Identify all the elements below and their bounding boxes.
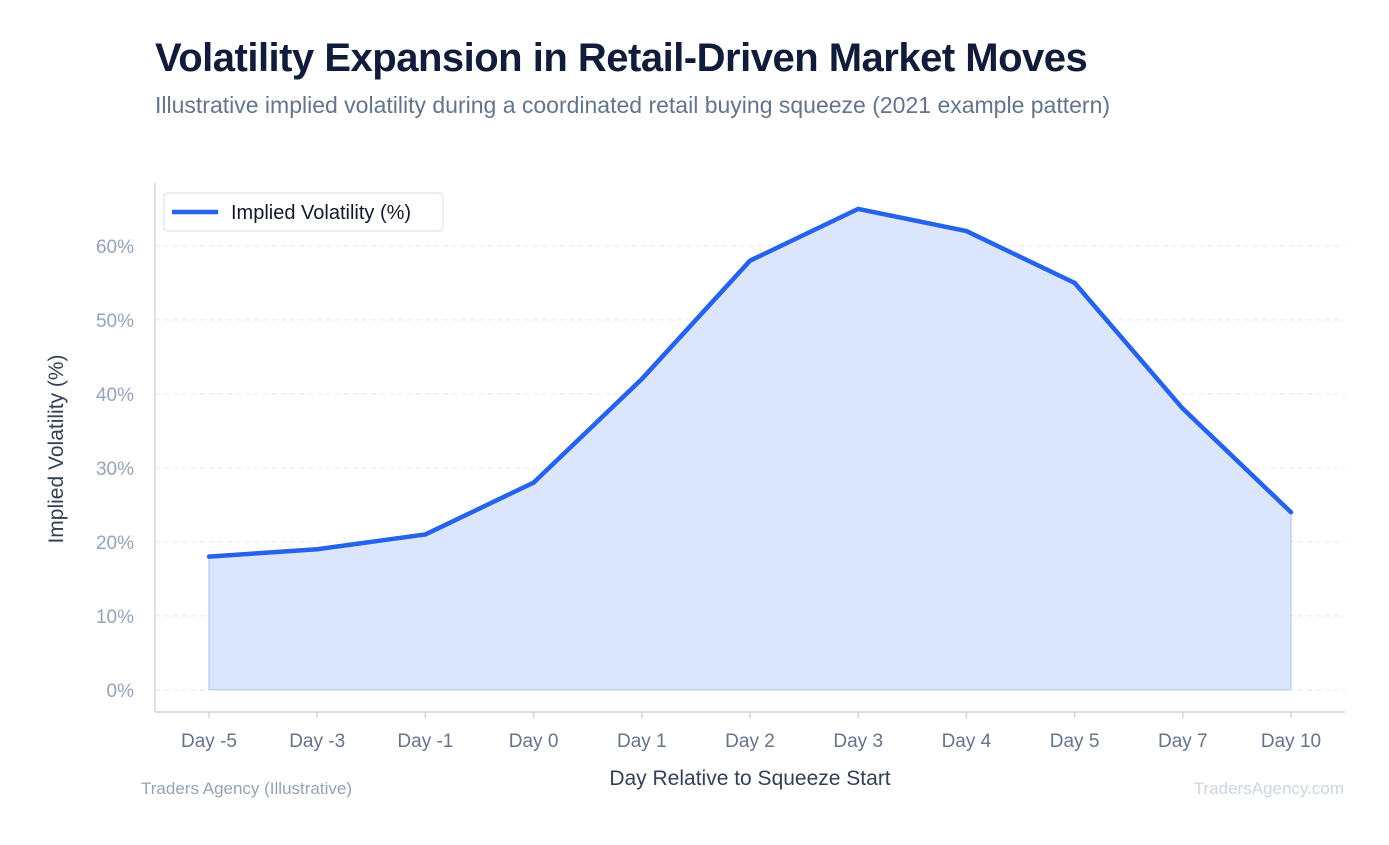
x-tick-label: Day -3: [289, 731, 345, 752]
area-fill-layer: [208, 208, 1292, 691]
x-tick-label: Day 10: [1261, 731, 1321, 752]
chart-subtitle: Illustrative implied volatility during a…: [155, 92, 1111, 118]
legend: Implied Volatility (%): [163, 192, 444, 232]
x-tick-label: Day 0: [509, 731, 559, 752]
data-point: [964, 228, 969, 234]
data-point: [1180, 406, 1186, 411]
data-point: [206, 554, 212, 559]
data-point: [531, 480, 536, 485]
x-tick-labels: Day -5 Day -3 Day -1 Day 0 Day 1 Day 2 Day 3 Da…: [181, 712, 1321, 752]
data-point: [639, 376, 644, 382]
y-tick-label: 40%: [96, 385, 134, 406]
x-axis-title: Day Relative to Squeeze Start: [609, 767, 890, 790]
data-point: [423, 532, 428, 537]
x-tick-label: Day 1: [617, 731, 667, 752]
data-point: [315, 547, 320, 552]
y-tick-label: 60%: [96, 237, 134, 258]
legend-box: [163, 192, 444, 232]
y-tick-label: 50%: [96, 311, 134, 332]
x-tick-label: Day 7: [1158, 731, 1208, 752]
y-tick-label: 10%: [96, 607, 134, 628]
y-tick-label: 20%: [96, 533, 134, 554]
watermark: TradersAgency.com: [1193, 779, 1344, 798]
series-line-layer: [206, 206, 1294, 559]
data-point: [1288, 510, 1294, 515]
series-area: [208, 208, 1292, 691]
data-point: [747, 258, 753, 263]
y-axis-title: Implied Volatility (%): [45, 354, 68, 543]
y-tick-labels: 0% 10% 20% 30% 40% 50% 60%: [96, 237, 134, 702]
x-tick-label: Day -5: [181, 731, 237, 752]
x-tick-label: Day 4: [942, 731, 992, 752]
x-tick-label: Day 2: [725, 731, 775, 752]
y-tick-label: 30%: [96, 459, 134, 480]
data-point: [1072, 280, 1077, 286]
data-point: [856, 206, 861, 212]
y-tick-label: 0%: [107, 681, 135, 702]
chart-title: Volatility Expansion in Retail-Driven Ma…: [155, 36, 1088, 80]
x-tick-label: Day 3: [833, 731, 883, 752]
x-tick-label: Day -1: [397, 731, 453, 752]
legend-label: Implied Volatility (%): [231, 202, 411, 224]
source-note: Traders Agency (Illustrative): [141, 779, 352, 798]
x-tick-label: Day 5: [1050, 731, 1100, 752]
